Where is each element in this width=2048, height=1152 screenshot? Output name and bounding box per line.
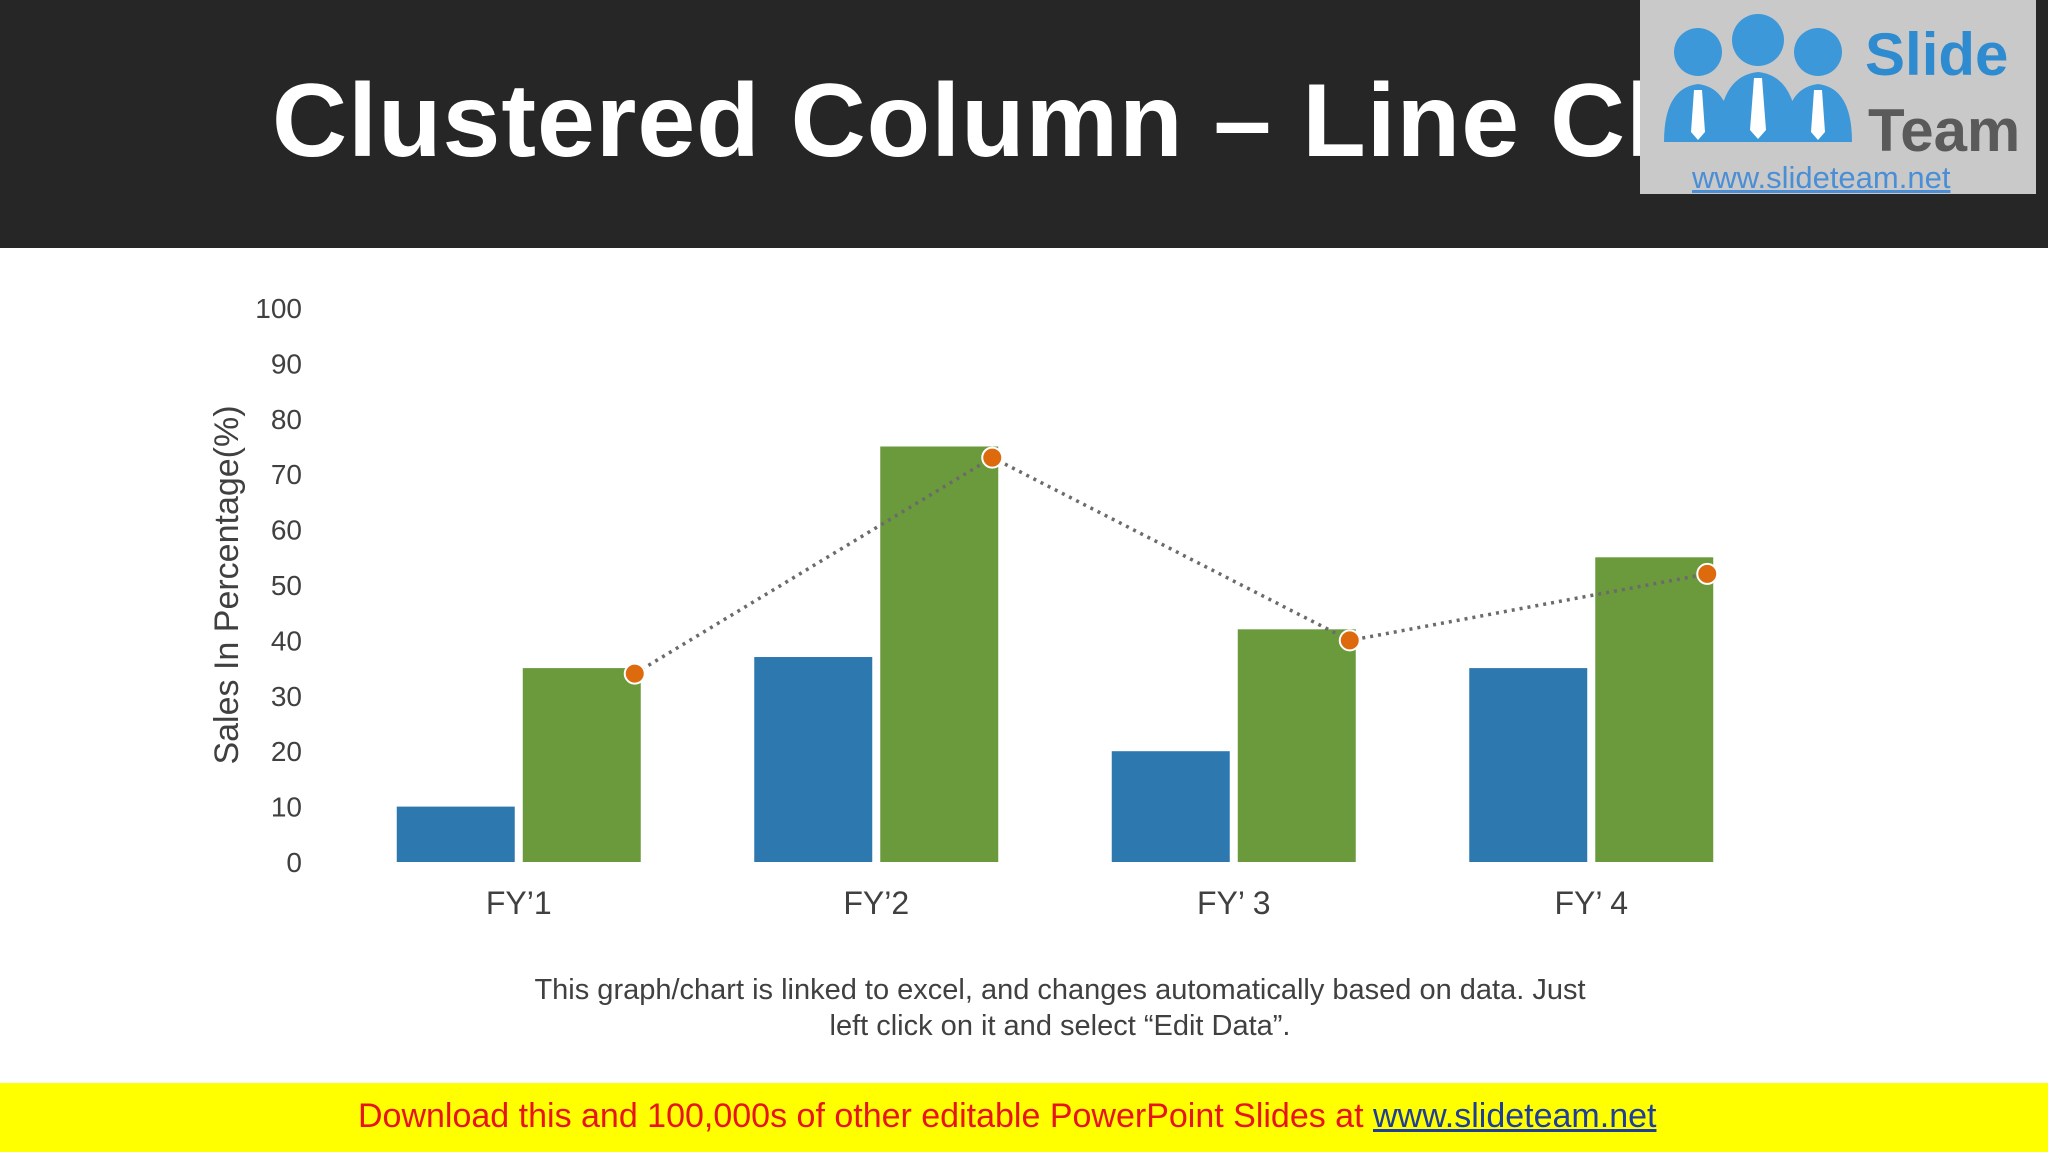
x-tick-label: FY’ 3	[1197, 885, 1271, 921]
x-tick-label: FY’1	[486, 885, 552, 921]
line-point-3	[1338, 629, 1361, 652]
y-tick-label: 20	[271, 736, 302, 767]
y-tick-label: 50	[271, 570, 302, 601]
x-tick-label: FY’ 4	[1555, 885, 1629, 921]
bar-series1-3	[1111, 751, 1230, 862]
y-tick-label: 80	[271, 404, 302, 435]
bar-series1-1	[396, 806, 515, 862]
line-series	[633, 455, 1708, 676]
note-line-2: left click on it and select “Edit Data”.	[829, 1010, 1291, 1042]
logo-word-team: Team	[1868, 97, 2021, 164]
clustered-column-line-chart: 0 10 20 30 40 50 60 70 80 90 100 Sales In Percentag…	[208, 293, 1719, 921]
note-line-1: This graph/chart is linked to excel, and…	[534, 974, 1586, 1006]
logo-url-link[interactable]: www.slideteam.net	[1692, 160, 1951, 195]
y-tick-label: 60	[271, 515, 302, 546]
y-tick-label: 0	[286, 847, 302, 878]
bar-series2-3	[1237, 629, 1356, 862]
people-logo-icon	[1664, 14, 1852, 142]
logo-word-slide: Slide	[1865, 21, 2009, 88]
bar-series1-2	[754, 657, 873, 862]
y-axis-title: Sales In Percentage(%)	[208, 405, 246, 764]
bar-series2-4	[1595, 557, 1714, 862]
y-tick-label: 30	[271, 681, 302, 712]
y-tick-label: 100	[255, 293, 302, 324]
y-tick-label: 90	[271, 348, 302, 379]
footer-message: Download this and 100,000s of other edit…	[358, 1097, 1373, 1135]
y-tick-label: 10	[271, 792, 302, 823]
footer-banner: Download this and 100,000s of other edit…	[0, 1083, 2048, 1152]
line-point-2	[981, 446, 1004, 469]
slide-title: Clustered Column – Line Chart	[272, 63, 1827, 179]
footer-text: Download this and 100,000s of other edit…	[358, 1097, 1656, 1136]
slideteam-logo[interactable]: Slide Team www.slideteam.net	[1640, 0, 2036, 195]
chart-area: 0 10 20 30 40 50 60 70 80 90 100 Sales In Percentag…	[0, 248, 2048, 1080]
y-tick-label: 40	[271, 625, 302, 656]
bar-series2-1	[522, 668, 641, 862]
chart-note: This graph/chart is linked to excel, and…	[460, 972, 1660, 1044]
y-tick-label: 70	[271, 459, 302, 490]
line-point-1	[623, 662, 646, 685]
x-tick-label: FY’2	[843, 885, 909, 921]
bar-series1-4	[1469, 668, 1588, 862]
line-point-4	[1696, 562, 1719, 585]
footer-link[interactable]: www.slideteam.net	[1373, 1097, 1657, 1135]
bar-series2-2	[880, 446, 999, 862]
